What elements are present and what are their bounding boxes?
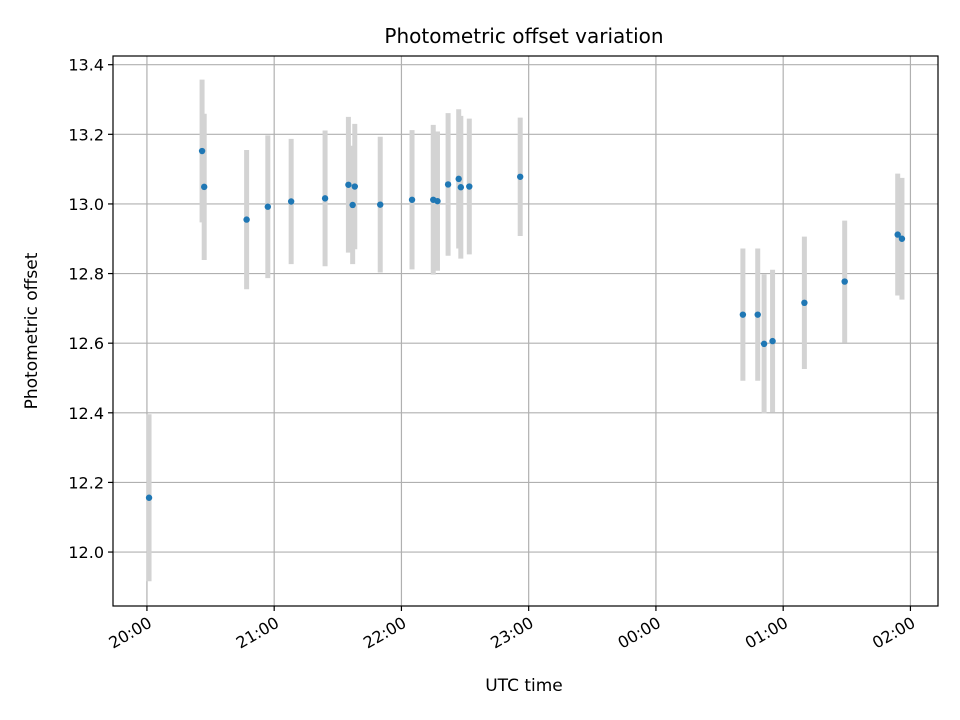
data-point — [351, 183, 358, 190]
data-point — [466, 183, 473, 190]
y-tick-label: 12.6 — [68, 334, 104, 353]
y-tick-label: 12.4 — [68, 404, 104, 423]
data-point — [408, 196, 416, 203]
y-tick-label: 12.0 — [68, 543, 104, 562]
x-tick-label: 21:00 — [233, 613, 282, 653]
data-point — [769, 337, 776, 345]
x-tick-label: 20:00 — [106, 613, 155, 653]
data-point — [894, 231, 901, 238]
y-tick-label: 13.0 — [68, 195, 104, 214]
data-points — [145, 147, 906, 501]
x-tick-label: 23:00 — [487, 613, 536, 653]
y-axis-label: Photometric offset — [22, 252, 42, 409]
data-point — [264, 203, 272, 210]
error-bars — [146, 79, 905, 582]
y-axis-ticks: 12.0 12.2 12.4 12.6 12.8 13.0 13.2 13.4 — [68, 56, 113, 562]
plot-frame — [112, 55, 939, 607]
data-point — [377, 201, 384, 208]
y-tick-label: 12.2 — [68, 473, 104, 492]
x-axis-label: UTC time — [485, 676, 563, 696]
y-tick-label: 13.2 — [68, 125, 104, 144]
data-point — [516, 173, 524, 180]
data-point — [841, 278, 848, 285]
grid — [113, 56, 938, 606]
data-point — [801, 299, 808, 307]
y-tick-label: 13.4 — [68, 56, 104, 75]
data-point — [739, 311, 747, 318]
x-tick-label: 00:00 — [614, 613, 663, 653]
data-point — [760, 340, 768, 348]
data-point — [349, 201, 356, 209]
data-point — [434, 197, 441, 205]
data-point — [345, 181, 352, 188]
x-tick-label: 01:00 — [742, 613, 791, 653]
data-point — [754, 311, 761, 318]
data-point — [457, 184, 465, 191]
data-point — [321, 195, 329, 202]
data-point — [198, 147, 206, 155]
x-tick-label: 02:00 — [869, 613, 918, 653]
data-point — [444, 181, 452, 188]
chart-title: Photometric offset variation — [384, 24, 663, 48]
data-point — [145, 494, 153, 501]
x-tick-label: 22:00 — [360, 613, 409, 653]
y-tick-label: 12.8 — [68, 265, 104, 284]
data-point — [455, 175, 462, 183]
x-axis-ticks: 20:00 21:00 22:00 23:00 00:00 01:00 02:00 — [106, 606, 918, 653]
data-point — [287, 198, 295, 205]
data-point — [200, 183, 208, 191]
data-point — [243, 216, 250, 223]
data-point — [898, 235, 906, 242]
